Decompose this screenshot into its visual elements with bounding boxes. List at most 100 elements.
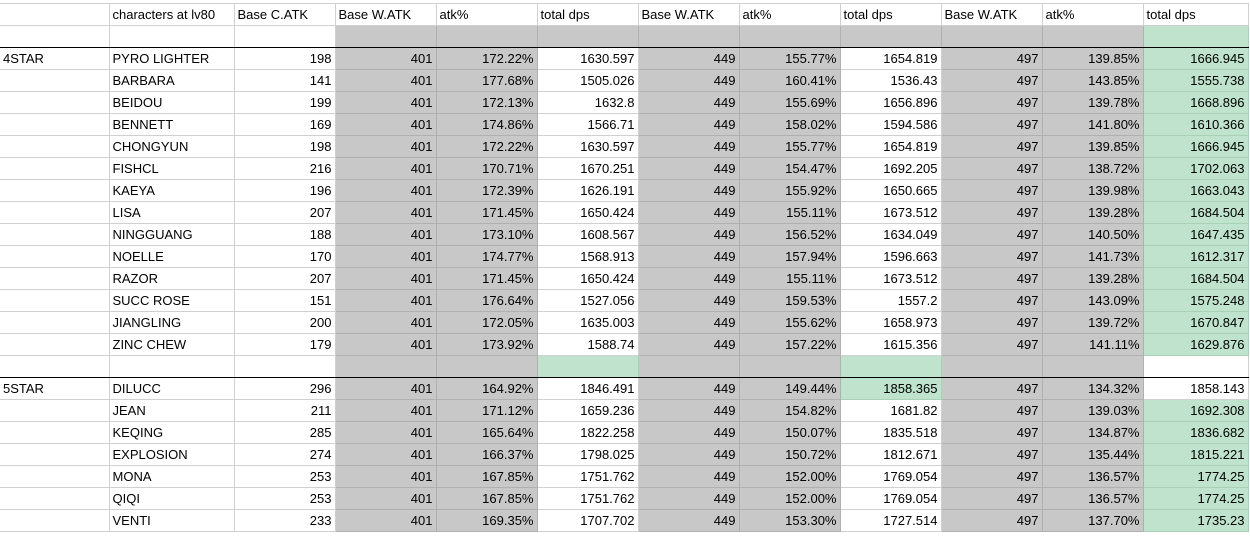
base-catk-cell[interactable]: 253 (233, 487, 336, 510)
empty-cell[interactable] (435, 355, 538, 378)
total-dps-cell[interactable]: 1555.738 (1142, 69, 1249, 92)
total-dps-cell[interactable]: 1608.567 (536, 223, 639, 246)
empty-cell[interactable] (0, 355, 110, 378)
character-name-cell[interactable]: LISA (108, 201, 235, 224)
character-name-cell[interactable]: ZINC CHEW (108, 333, 235, 356)
total-dps-cell[interactable]: 1858.143 (1142, 377, 1249, 400)
base-catk-cell[interactable]: 169 (233, 113, 336, 136)
atk-pct-cell[interactable]: 154.82% (738, 399, 841, 422)
header-cell-empty[interactable] (0, 3, 110, 26)
empty-cell[interactable] (839, 355, 942, 378)
character-name-cell[interactable]: FISHCL (108, 157, 235, 180)
character-name-cell[interactable]: SUCC ROSE (108, 289, 235, 312)
w-atk-cell[interactable]: 449 (637, 377, 740, 400)
atk-pct-cell[interactable]: 139.98% (1041, 179, 1144, 202)
base-catk-cell[interactable]: 211 (233, 399, 336, 422)
total-dps-cell[interactable]: 1673.512 (839, 201, 942, 224)
character-name-cell[interactable]: JIANGLING (108, 311, 235, 334)
atk-pct-cell[interactable]: 154.47% (738, 157, 841, 180)
atk-pct-cell[interactable]: 150.72% (738, 443, 841, 466)
tier-label-cell[interactable] (0, 91, 110, 114)
atk-pct-cell[interactable]: 137.70% (1041, 509, 1144, 532)
atk-pct-cell[interactable]: 139.28% (1041, 267, 1144, 290)
empty-cell[interactable] (1142, 355, 1249, 378)
atk-pct-cell[interactable]: 139.85% (1041, 47, 1144, 70)
empty-cell[interactable] (637, 355, 740, 378)
total-dps-cell[interactable]: 1588.74 (536, 333, 639, 356)
total-dps-cell[interactable]: 1632.8 (536, 91, 639, 114)
tier-label-cell[interactable] (0, 487, 110, 510)
character-name-cell[interactable]: DILUCC (108, 377, 235, 400)
character-name-cell[interactable]: EXPLOSION (108, 443, 235, 466)
atk-pct-cell[interactable]: 152.00% (738, 465, 841, 488)
tier-label-cell[interactable] (0, 201, 110, 224)
total-dps-cell[interactable]: 1774.25 (1142, 487, 1249, 510)
atk-pct-cell[interactable]: 170.71% (435, 157, 538, 180)
total-dps-cell[interactable]: 1612.317 (1142, 245, 1249, 268)
empty-cell[interactable] (233, 25, 336, 48)
empty-cell[interactable] (0, 25, 110, 48)
base-catk-cell[interactable]: 216 (233, 157, 336, 180)
tier-label-cell[interactable] (0, 267, 110, 290)
empty-cell[interactable] (536, 355, 639, 378)
w-atk-cell[interactable]: 497 (940, 311, 1043, 334)
total-dps-cell[interactable]: 1751.762 (536, 487, 639, 510)
total-dps-cell[interactable]: 1835.518 (839, 421, 942, 444)
w-atk-cell[interactable]: 401 (334, 289, 437, 312)
base-catk-cell[interactable]: 253 (233, 465, 336, 488)
tier-label-cell[interactable]: 4STAR (0, 47, 110, 70)
atk-pct-cell[interactable]: 167.85% (435, 487, 538, 510)
total-dps-cell[interactable]: 1815.221 (1142, 443, 1249, 466)
total-dps-cell[interactable]: 1527.056 (536, 289, 639, 312)
atk-pct-cell[interactable]: 141.73% (1041, 245, 1144, 268)
total-dps-cell[interactable]: 1610.366 (1142, 113, 1249, 136)
atk-pct-cell[interactable]: 141.11% (1041, 333, 1144, 356)
total-dps-cell[interactable]: 1707.702 (536, 509, 639, 532)
atk-pct-cell[interactable]: 135.44% (1041, 443, 1144, 466)
empty-cell[interactable] (839, 25, 942, 48)
total-dps-cell[interactable]: 1626.191 (536, 179, 639, 202)
w-atk-cell[interactable]: 449 (637, 47, 740, 70)
w-atk-cell[interactable]: 449 (637, 333, 740, 356)
w-atk-cell[interactable]: 401 (334, 487, 437, 510)
total-dps-cell[interactable]: 1673.512 (839, 267, 942, 290)
w-atk-cell[interactable]: 497 (940, 487, 1043, 510)
atk-pct-cell[interactable]: 155.69% (738, 91, 841, 114)
atk-pct-cell[interactable]: 136.57% (1041, 465, 1144, 488)
tier-label-cell[interactable] (0, 399, 110, 422)
w-atk-cell[interactable]: 497 (940, 223, 1043, 246)
total-dps-cell[interactable]: 1568.913 (536, 245, 639, 268)
w-atk-cell[interactable]: 401 (334, 157, 437, 180)
w-atk-cell[interactable]: 401 (334, 113, 437, 136)
total-dps-cell[interactable]: 1822.258 (536, 421, 639, 444)
header-base-catk[interactable]: Base C.ATK (233, 3, 336, 26)
total-dps-cell[interactable]: 1557.2 (839, 289, 942, 312)
total-dps-cell[interactable]: 1630.597 (536, 47, 639, 70)
atk-pct-cell[interactable]: 174.77% (435, 245, 538, 268)
atk-pct-cell[interactable]: 139.72% (1041, 311, 1144, 334)
atk-pct-cell[interactable]: 150.07% (738, 421, 841, 444)
total-dps-cell[interactable]: 1858.365 (839, 377, 942, 400)
w-atk-cell[interactable]: 497 (940, 179, 1043, 202)
base-catk-cell[interactable]: 196 (233, 179, 336, 202)
w-atk-cell[interactable]: 449 (637, 91, 740, 114)
atk-pct-cell[interactable]: 156.52% (738, 223, 841, 246)
w-atk-cell[interactable]: 401 (334, 509, 437, 532)
w-atk-cell[interactable]: 497 (940, 245, 1043, 268)
w-atk-cell[interactable]: 401 (334, 333, 437, 356)
atk-pct-cell[interactable]: 157.22% (738, 333, 841, 356)
atk-pct-cell[interactable]: 169.35% (435, 509, 538, 532)
total-dps-cell[interactable]: 1846.491 (536, 377, 639, 400)
base-catk-cell[interactable]: 285 (233, 421, 336, 444)
base-catk-cell[interactable]: 207 (233, 201, 336, 224)
character-name-cell[interactable]: PYRO LIGHTER (108, 47, 235, 70)
total-dps-cell[interactable]: 1663.043 (1142, 179, 1249, 202)
w-atk-cell[interactable]: 449 (637, 245, 740, 268)
total-dps-cell[interactable]: 1666.945 (1142, 47, 1249, 70)
tier-label-cell[interactable] (0, 509, 110, 532)
w-atk-cell[interactable]: 497 (940, 157, 1043, 180)
total-dps-cell[interactable]: 1668.896 (1142, 91, 1249, 114)
base-catk-cell[interactable]: 199 (233, 91, 336, 114)
total-dps-cell[interactable]: 1629.876 (1142, 333, 1249, 356)
w-atk-cell[interactable]: 497 (940, 135, 1043, 158)
